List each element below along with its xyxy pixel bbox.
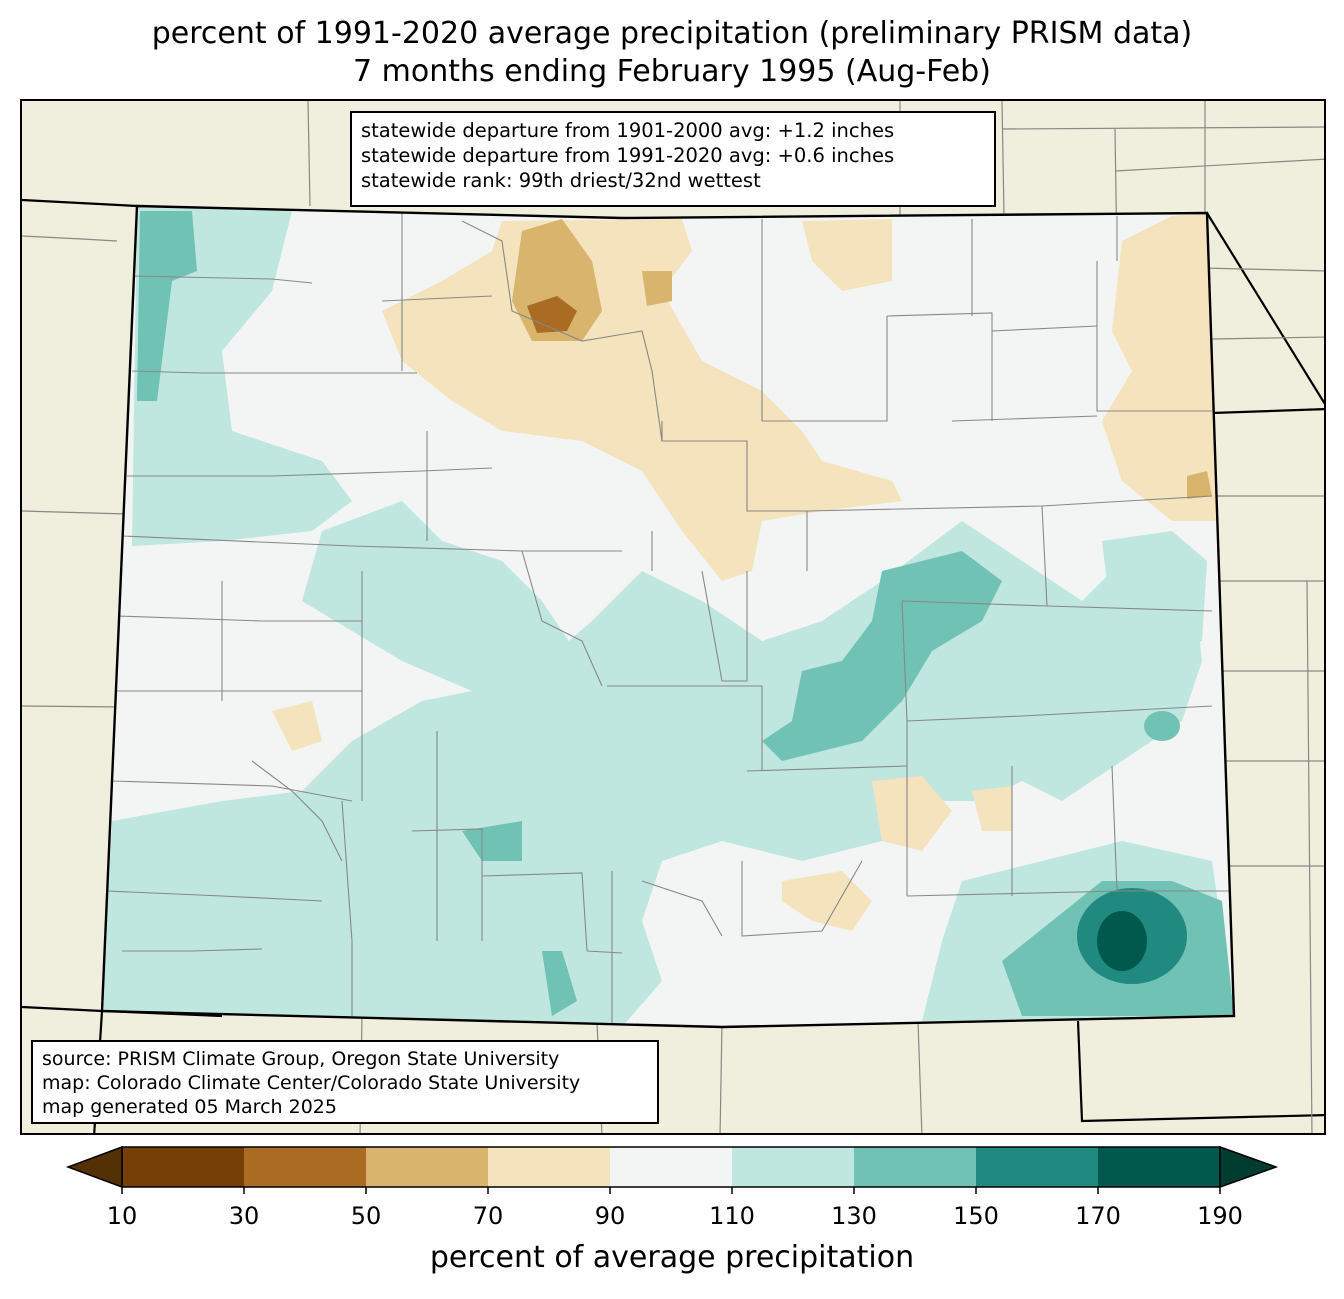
colorbar-bin	[1098, 1147, 1221, 1187]
colorbar-tick-label: 30	[228, 1202, 260, 1230]
precip-contours	[102, 206, 1234, 1027]
wetter-area-northwest	[137, 211, 197, 401]
county-lines	[106, 211, 1232, 1027]
wet-area-west	[132, 206, 352, 546]
colorbar-tick-label: 190	[1197, 1202, 1243, 1230]
stats-line-2: statewide departure from 1991-2020 avg: …	[361, 144, 895, 167]
colorbar-bin	[976, 1147, 1099, 1187]
colorbar-bins	[121, 1146, 1221, 1188]
wetter-area-south2	[542, 951, 577, 1016]
wetter-area-east-center	[762, 551, 1002, 761]
wet-area-center	[302, 501, 582, 701]
dry-area-south	[782, 871, 872, 931]
colorbar-tick-label: 90	[594, 1202, 626, 1230]
stats-line-3: statewide rank: 99th driest/32nd wettest	[361, 169, 761, 192]
credits-line-2: map: Colorado Climate Center/Colorado St…	[42, 1072, 581, 1094]
colorbar-bin	[122, 1147, 245, 1187]
credits-line-3: map generated 05 March 2025	[42, 1096, 337, 1118]
colorbar-tick-label: 110	[709, 1202, 755, 1230]
colorbar-bin	[854, 1147, 977, 1187]
drier-area-north2	[642, 271, 672, 306]
colorbar-bin	[610, 1147, 733, 1187]
driest-area-north	[527, 296, 577, 333]
map-canvas	[22, 101, 1324, 1133]
wettest-core	[1097, 911, 1147, 971]
colorbar-tick-label: 10	[106, 1202, 138, 1230]
neighbor-county-lines	[22, 101, 1324, 1133]
colorbar-bin	[366, 1147, 489, 1187]
colorbar-tick-label: 130	[831, 1202, 877, 1230]
dry-area-west	[272, 701, 322, 751]
map-title: percent of 1991-2020 average precipitati…	[151, 16, 1193, 51]
drier-area-east	[1187, 471, 1212, 499]
statewide-stats-box: statewide departure from 1901-2000 avg: …	[350, 111, 996, 207]
dry-area-northcenter	[802, 219, 892, 291]
colorbar-tick-label: 50	[350, 1202, 382, 1230]
colorbar-bin	[244, 1147, 367, 1187]
precipitation-map	[20, 99, 1326, 1135]
colorbar-over-arrow	[1219, 1145, 1279, 1189]
colorbar-tick-label: 170	[1075, 1202, 1121, 1230]
dry-area-northeast	[1102, 213, 1217, 521]
dry-area-southcenter	[872, 776, 952, 851]
colorbar-tick-label: 70	[472, 1202, 504, 1230]
stats-line-1: statewide departure from 1901-2000 avg: …	[361, 119, 895, 142]
colorbar-bin	[732, 1147, 855, 1187]
colorado-border	[100, 204, 1236, 1029]
colorbar-label: percent of average precipitation	[429, 1240, 915, 1275]
colorbar	[65, 1145, 1279, 1194]
map-subtitle: 7 months ending February 1995 (Aug-Feb)	[353, 54, 991, 89]
colorbar-ticks	[121, 1187, 1221, 1194]
dry-area-southeast	[972, 786, 1012, 831]
credits-line-1: source: PRISM Climate Group, Oregon Stat…	[42, 1048, 560, 1070]
colorbar-tick-label: 150	[953, 1202, 999, 1230]
wetter-area-south	[462, 821, 522, 861]
wetter-spot-east	[1144, 711, 1180, 741]
credits-box: source: PRISM Climate Group, Oregon Stat…	[31, 1040, 659, 1124]
colorbar-under-arrow	[65, 1145, 123, 1189]
colorbar-bin	[488, 1147, 611, 1187]
wet-area-east-blob	[1102, 531, 1207, 661]
